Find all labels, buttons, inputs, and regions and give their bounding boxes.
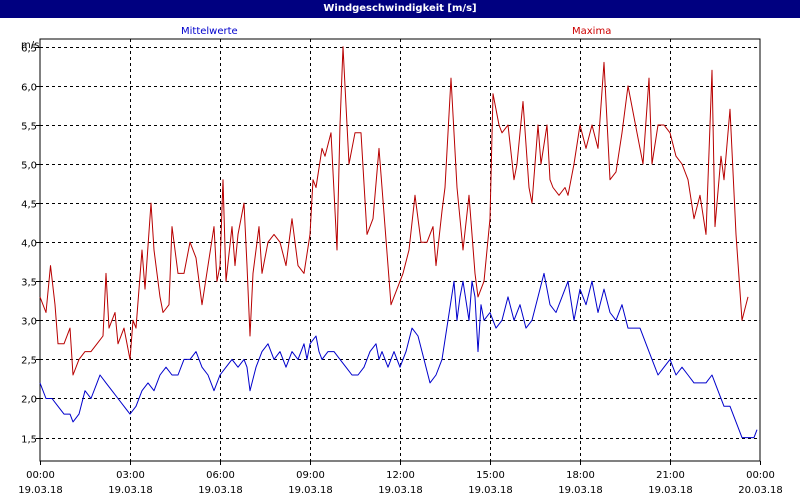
series-line-maxima — [39, 46, 749, 376]
chart-title: Windgeschwindigkeit [m/s] — [0, 0, 800, 18]
legend-maxima: Maxima — [572, 26, 612, 37]
x-tick-time-label: 21:00 — [656, 470, 685, 481]
x-tick-time-label: 09:00 — [296, 470, 325, 481]
x-tick-date-label: 19.03.18 — [468, 485, 513, 496]
x-tick-time-label: 00:00 — [26, 470, 55, 481]
x-tick-date-label: 19.03.18 — [648, 485, 693, 496]
x-tick-date-label: 19.03.18 — [378, 485, 423, 496]
y-tick-label: 4,5 — [21, 200, 37, 211]
y-tick-label: 5,5 — [21, 122, 37, 133]
y-tick-label: 2,0 — [21, 395, 37, 406]
legend-mittelwerte: Mittelwerte — [181, 26, 238, 37]
y-tick-label: 6,5 — [21, 44, 37, 55]
y-tick-label: 4,0 — [21, 239, 37, 250]
y-tick-label: 1,5 — [21, 435, 37, 446]
y-axis-ticks: 1,5 2,0 2,5 3,0 3,5 4,0 4,5 5,0 5,5 6,0 6,5 — [21, 44, 40, 446]
y-tick-label: 3,0 — [21, 317, 37, 328]
x-tick-date-label: 19.03.18 — [108, 485, 153, 496]
x-tick-time-label: 12:00 — [386, 470, 415, 481]
series-line-mittelwerte — [39, 272, 758, 439]
x-tick-time-label: 06:00 — [206, 470, 235, 481]
x-tick-date-label: 19.03.18 — [558, 485, 603, 496]
x-tick-time-label: 00:00 — [746, 470, 775, 481]
y-tick-label: 5,0 — [21, 161, 37, 172]
x-tick-time-label: 03:00 — [116, 470, 145, 481]
x-axis-ticks: 00:00 19.03.18 03:00 19.03.18 06:00 19.03.18 0… — [18, 461, 783, 496]
x-tick-date-label: 19.03.18 — [198, 485, 243, 496]
y-axis-unit-label: m/s — [21, 40, 39, 51]
y-tick-label: 2,5 — [21, 356, 37, 367]
x-tick-time-label: 18:00 — [566, 470, 595, 481]
y-tick-label: 6,0 — [21, 83, 37, 94]
x-tick-date-label: 20.03.18 — [738, 485, 783, 496]
y-tick-label: 3,5 — [21, 278, 37, 289]
x-tick-date-label: 19.03.18 — [288, 485, 333, 496]
series-group — [39, 46, 758, 439]
x-tick-time-label: 15:00 — [476, 470, 505, 481]
gridlines — [40, 39, 760, 461]
x-tick-date-label: 19.03.18 — [18, 485, 63, 496]
